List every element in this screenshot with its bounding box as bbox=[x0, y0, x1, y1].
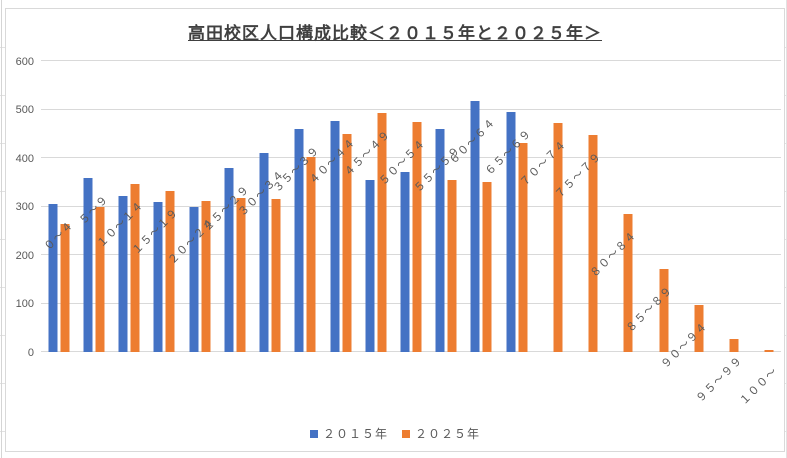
chart-legend: ２０１５年 ２０２５年 bbox=[6, 425, 784, 442]
y-axis-tick-label: 500 bbox=[15, 104, 34, 116]
bar-group: ４０～４４ bbox=[307, 120, 358, 352]
bar-group: １０～１４ bbox=[95, 184, 146, 352]
y-axis-tick-label: 600 bbox=[15, 55, 34, 68]
bar-series-0 bbox=[259, 153, 269, 352]
bar-series-0 bbox=[365, 179, 375, 352]
bar-series-0 bbox=[83, 178, 93, 352]
bar-series-1 bbox=[694, 304, 704, 352]
bar-group: ３０～３４ bbox=[236, 153, 287, 352]
bar-group: ９５～９９ bbox=[694, 339, 745, 405]
legend-label-2025: ２０２５年 bbox=[415, 427, 481, 441]
bar-series-1 bbox=[95, 207, 105, 352]
y-axis-tick-label: 400 bbox=[15, 152, 34, 165]
legend-item-2015[interactable]: ２０１５年 bbox=[309, 425, 388, 442]
bar-series-1 bbox=[729, 339, 739, 352]
bar-series-1 bbox=[447, 180, 457, 352]
gridline-200 bbox=[41, 254, 781, 255]
bar-series-1 bbox=[482, 182, 492, 352]
bar-series-0 bbox=[189, 207, 199, 352]
bar-group: ７５～７９ bbox=[553, 134, 604, 352]
bar-series-0 bbox=[506, 111, 516, 352]
bar-group: ８５～８９ bbox=[624, 269, 675, 352]
y-axis-tick-label: 300 bbox=[15, 201, 34, 213]
legend-swatch-2015 bbox=[309, 429, 318, 438]
bar-series-1 bbox=[201, 201, 211, 352]
bar-group: ３５～３９ bbox=[271, 129, 322, 352]
y-axis-tick-label: 200 bbox=[15, 249, 34, 262]
bar-series-1 bbox=[553, 122, 563, 352]
bar-group: ６０～６４ bbox=[448, 101, 499, 352]
bar-group: １００～ bbox=[738, 350, 780, 408]
legend-swatch-2025 bbox=[402, 429, 410, 438]
gridline-500 bbox=[41, 108, 781, 110]
gridline-100 bbox=[41, 302, 781, 304]
bar-group: ９０～９４ bbox=[659, 304, 710, 371]
bar-group: ５～９ bbox=[77, 178, 111, 352]
gridline-600 bbox=[41, 60, 781, 61]
bar-series-1 bbox=[412, 122, 422, 352]
y-axis-tick-label: 0 bbox=[27, 346, 34, 359]
bar-series-0 bbox=[294, 129, 304, 352]
bar-series-1 bbox=[659, 269, 669, 352]
gridline-400 bbox=[41, 157, 781, 158]
x-axis-label: ５～９ bbox=[77, 193, 111, 228]
y-axis-tick-label: 100 bbox=[15, 298, 34, 310]
bar-series-1 bbox=[518, 142, 528, 352]
bar-series-1 bbox=[377, 112, 387, 352]
bar-series-1 bbox=[130, 184, 140, 352]
chart-object[interactable]: 高田校区人口構成比較＜２０１５年と２０２５年＞ 0 100 200 300 400 500… bbox=[5, 8, 785, 452]
bar-series-0 bbox=[153, 202, 163, 352]
legend-item-2025[interactable]: ２０２５年 bbox=[402, 425, 480, 442]
bar-series-1 bbox=[271, 199, 281, 352]
bar-series-1 bbox=[165, 190, 175, 352]
bar-group: ０～４ bbox=[42, 204, 76, 352]
bar-group: ２０～２４ bbox=[166, 201, 217, 352]
bar-series-0 bbox=[470, 101, 480, 352]
gridline-0 bbox=[41, 351, 781, 352]
bar-series-1 bbox=[342, 133, 352, 352]
bar-series-0 bbox=[48, 204, 58, 352]
bar-series-0 bbox=[435, 128, 445, 352]
bar-group: ５５～５９ bbox=[412, 128, 463, 352]
bar-series-1 bbox=[60, 224, 70, 352]
bar-series-1 bbox=[306, 157, 316, 352]
spreadsheet-column-line bbox=[1, 0, 2, 458]
chart-title: 高田校区人口構成比較＜２０１５年と２０２５年＞ bbox=[188, 24, 602, 43]
bar-series-0 bbox=[400, 172, 410, 352]
legend-label-2015: ２０１５年 bbox=[322, 427, 388, 441]
bar-group: ５０～５４ bbox=[377, 122, 428, 352]
bar-group: ４５～４９ bbox=[342, 112, 393, 352]
bar-series-0 bbox=[224, 168, 234, 352]
bar-series-1 bbox=[588, 134, 598, 352]
bar-group: １５～１９ bbox=[131, 190, 181, 352]
x-axis-label: ０～４ bbox=[41, 219, 76, 254]
bar-group: ２５～２９ bbox=[201, 168, 252, 352]
plot-area: 0 100 200 300 400 500 600 ０～４ ５～９ １０～１４ １５～１９ ２０～２４… bbox=[16, 56, 781, 408]
bar-group: ８０～８４ bbox=[589, 213, 640, 352]
bar-series-1 bbox=[236, 198, 246, 352]
x-axis-label: １００～ bbox=[738, 365, 781, 408]
bar-series-1 bbox=[764, 350, 774, 352]
bar-group: ６５～６９ bbox=[483, 111, 534, 352]
bar-series-0 bbox=[330, 120, 340, 352]
bar-series-0 bbox=[118, 196, 128, 352]
bar-group: ７０～７４ bbox=[518, 122, 569, 352]
gridline-300 bbox=[41, 205, 781, 207]
bar-series-1 bbox=[623, 213, 633, 352]
